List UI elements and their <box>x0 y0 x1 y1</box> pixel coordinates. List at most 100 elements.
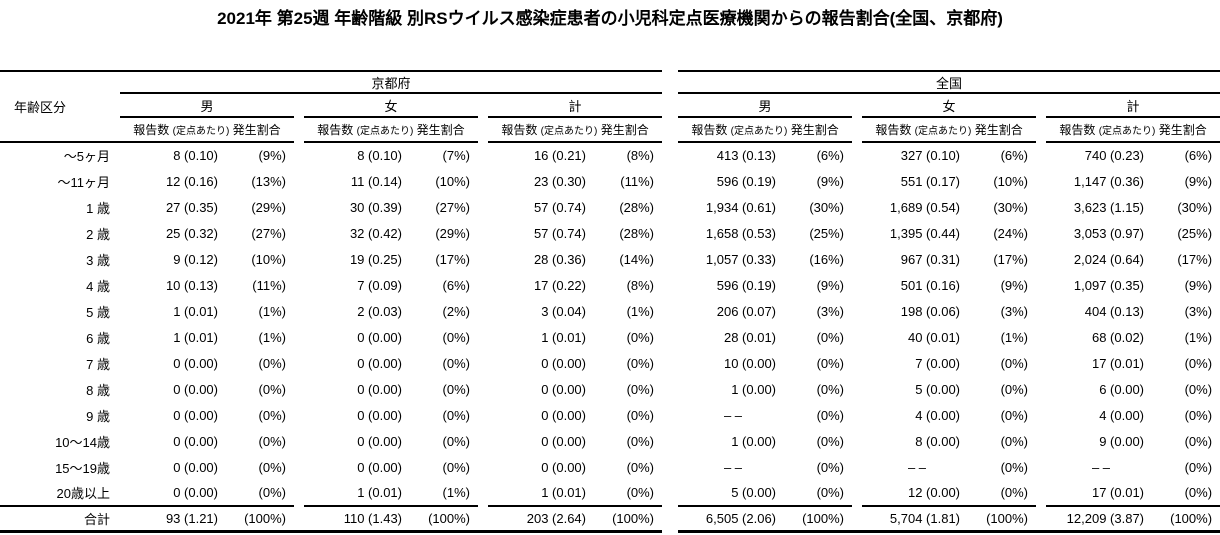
section-gap <box>662 71 678 93</box>
column-gap <box>1036 117 1046 142</box>
table-row: 3 歳 9 (0.12) (10%) 19 (0.25) (17%) 28 (0.36) (… <box>0 246 1220 272</box>
report-count-cell: 1,395 (0.44) <box>889 225 961 241</box>
subheader-kyoto-total: 報告数 (定点あたり) 発生割合 <box>488 117 663 143</box>
column-gap <box>852 324 862 350</box>
column-gap <box>1036 428 1046 454</box>
reports-label: 報告数 <box>501 123 538 137</box>
section-gap <box>662 117 678 142</box>
report-count-cell: 32 (0.42) <box>349 225 402 241</box>
ratio-cell: (6%) <box>442 277 470 293</box>
ratio-cell: (0%) <box>816 433 845 449</box>
ratio-cell: (13%) <box>251 173 286 189</box>
age-label: 〜11ヶ月 <box>57 174 111 190</box>
ratio-cell: (24%) <box>993 225 1029 241</box>
column-gap <box>852 220 862 246</box>
ratio-label: 発生割合 <box>790 123 839 137</box>
column-gap <box>294 324 304 350</box>
ratio-cell: (0%) <box>258 355 286 371</box>
ratio-cell: (30%) <box>1177 199 1213 215</box>
report-count-cell: 30 (0.39) <box>349 199 402 215</box>
report-count-cell: 3 (0.04) <box>541 303 586 319</box>
age-label: 3 歳 <box>86 252 110 268</box>
sex-header-kyoto-female: 女 <box>304 93 478 118</box>
column-gap <box>1036 376 1046 402</box>
report-count-cell: – – <box>723 407 743 423</box>
report-count-cell: 0 (0.00) <box>357 459 402 475</box>
reports-label: 報告数 <box>317 123 354 137</box>
reports-label: 報告数 <box>133 123 170 137</box>
ratio-cell: (1%) <box>1184 329 1213 345</box>
ratio-cell: (0%) <box>1000 407 1029 423</box>
column-gap <box>1036 168 1046 194</box>
table-row: 4 歳 10 (0.13) (11%) 7 (0.09) (6%) 17 (0.22) (8… <box>0 272 1220 298</box>
subheader-national-male: 報告数 (定点あたり) 発生割合 <box>678 117 853 143</box>
ratio-cell: (28%) <box>619 225 655 241</box>
total-row: 合計 93 (1.21) (100%) 110 (1.43) (100%) 203 (2.… <box>0 506 1220 533</box>
sex-header-row: 男 女 計 男 女 計 <box>0 93 1220 118</box>
report-count-cell: 4 (0.00) <box>915 407 961 423</box>
ratio-cell: (6%) <box>1184 148 1213 163</box>
report-count-cell: 6 (0.00) <box>1099 381 1145 397</box>
column-gap <box>852 506 863 533</box>
ratio-cell: (0%) <box>1184 381 1213 397</box>
report-count-cell: 0 (0.00) <box>541 433 586 449</box>
sex-header-kyoto-total: 計 <box>488 93 663 118</box>
subheader-national-total: 報告数 (定点あたり) 発生割合 <box>1046 117 1220 143</box>
column-gap <box>852 298 862 324</box>
column-gap <box>294 402 304 428</box>
section-header-national: 全国 <box>678 70 1220 94</box>
column-gap <box>478 246 488 272</box>
report-count-cell: 327 (0.10) <box>900 148 961 163</box>
column-gap <box>478 428 488 454</box>
ratio-cell: (100%) <box>414 506 478 533</box>
report-count-cell: 1,057 (0.33) <box>705 251 777 267</box>
ratio-cell: (29%) <box>251 199 286 215</box>
age-label: 8 歳 <box>86 382 110 398</box>
ratio-cell: (25%) <box>1177 225 1213 241</box>
ratio-cell: (0%) <box>788 480 853 507</box>
column-gap <box>478 298 488 324</box>
per-sentinel-label: (定点あたり) <box>730 126 788 137</box>
per-sentinel-label: (定点あたり) <box>540 126 598 137</box>
report-count-cell: 0 (0.00) <box>173 381 218 397</box>
column-gap <box>478 142 488 168</box>
column-gap <box>478 194 488 220</box>
report-count-cell: 8 (0.10) <box>173 148 218 163</box>
report-count-cell: 203 (2.64) <box>488 506 598 533</box>
report-count-cell: 0 (0.00) <box>173 355 218 371</box>
report-count-cell: 0 (0.00) <box>541 459 586 475</box>
section-gap <box>662 194 678 220</box>
column-gap <box>294 454 304 480</box>
column-gap <box>294 168 304 194</box>
ratio-cell: (1%) <box>414 480 478 507</box>
report-table: 年齢区分 京都府 全国 男 女 計 男 女 計 報告数 (定点あたり) 発生割合… <box>0 70 1220 533</box>
ratio-cell: (6%) <box>1000 148 1029 163</box>
ratio-cell: (0%) <box>230 480 294 507</box>
column-gap <box>1036 142 1046 168</box>
age-label: 6 歳 <box>86 330 110 346</box>
column-gap <box>852 454 862 480</box>
total-label: 合計 <box>0 506 120 533</box>
subheader-kyoto-male: 報告数 (定点あたり) 発生割合 <box>120 117 294 143</box>
report-count-cell: – – <box>1091 459 1111 475</box>
ratio-cell: (8%) <box>626 148 655 163</box>
ratio-cell: (14%) <box>619 251 655 267</box>
column-gap <box>294 117 304 142</box>
column-gap <box>1036 298 1046 324</box>
report-count-cell: 1 (0.01) <box>173 329 218 345</box>
table-row: 7 歳 0 (0.00) (0%) 0 (0.00) (0%) 0 (0.00) (0%) 1… <box>0 350 1220 376</box>
age-label: 〜5ヶ月 <box>63 149 110 164</box>
report-count-cell: 0 (0.00) <box>541 407 586 423</box>
report-count-cell: 11 (0.14) <box>350 173 402 189</box>
column-gap <box>852 142 862 168</box>
ratio-cell: (0%) <box>1156 480 1220 507</box>
ratio-cell: (0%) <box>626 329 655 345</box>
ratio-cell: (17%) <box>1177 251 1213 267</box>
sex-header-kyoto-male: 男 <box>120 93 294 118</box>
report-count-cell: 93 (1.21) <box>120 506 230 533</box>
ratio-cell: (0%) <box>258 407 286 423</box>
section-gap <box>662 428 678 454</box>
column-gap <box>852 428 862 454</box>
column-gap <box>852 480 862 506</box>
report-count-cell: 27 (0.35) <box>165 199 218 215</box>
